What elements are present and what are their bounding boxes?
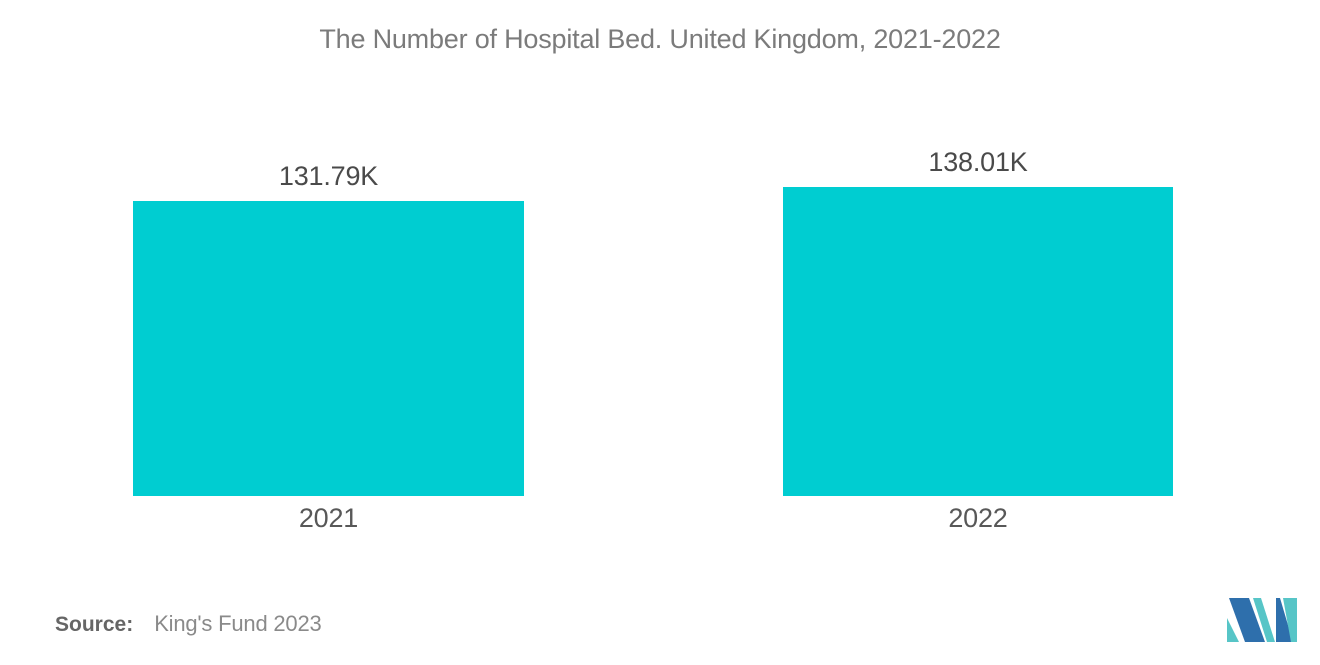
category-label-2022: 2022 <box>948 503 1008 533</box>
bar-value-label-2021: 131.79K <box>278 161 379 192</box>
logo-shape <box>1276 598 1293 642</box>
logo-shape <box>1227 618 1239 642</box>
chart-title: The Number of Hospital Bed. United Kingd… <box>319 24 1001 54</box>
source-label: Source: <box>55 613 134 636</box>
bar-group-2021: 131.79K <box>133 162 524 496</box>
bar <box>133 201 524 496</box>
category-label-2021: 2021 <box>298 503 359 533</box>
logo-shape <box>1229 598 1265 642</box>
source-text: King's Fund 2023 <box>154 611 322 636</box>
bar <box>783 187 1173 496</box>
mordor-intelligence-logo <box>1227 598 1297 642</box>
source-attribution: Source: King's Fund 2023 <box>55 611 322 637</box>
logo-shape <box>1283 598 1297 642</box>
logo-shape <box>1253 598 1275 642</box>
bar-group-2022: 138.01K <box>783 148 1173 496</box>
bar-value-label-2022: 138.01K <box>928 147 1028 178</box>
